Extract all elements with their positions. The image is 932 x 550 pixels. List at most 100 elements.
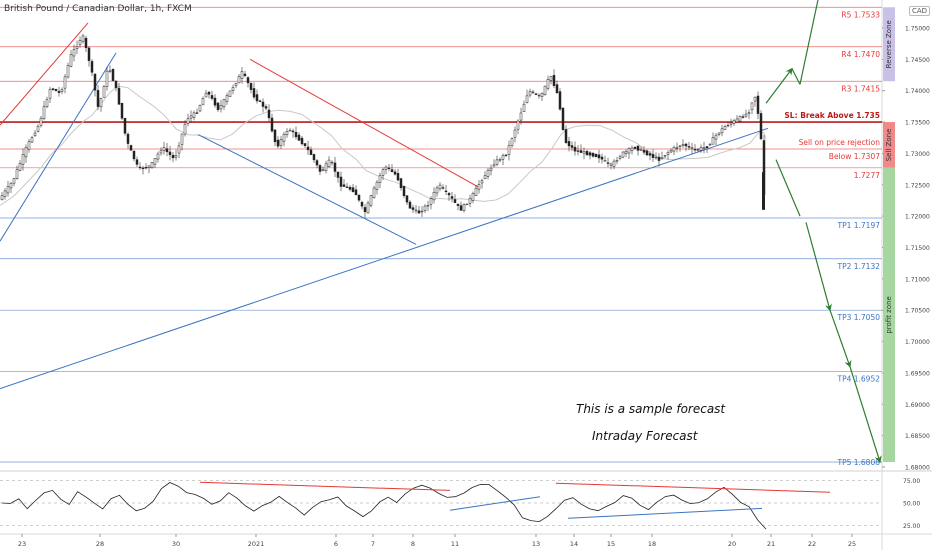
candle-body <box>618 156 622 159</box>
candle-body <box>384 166 388 170</box>
candle-body <box>495 159 499 165</box>
price-axis-label: 1.73000 <box>905 151 930 158</box>
candle-body <box>597 154 601 159</box>
candle-body <box>186 118 190 124</box>
candle-body <box>690 147 694 149</box>
candle-body <box>375 181 379 190</box>
candle-body <box>648 153 652 156</box>
candle-body <box>534 93 538 95</box>
level-label: TP5 1.6808 <box>836 458 880 467</box>
time-axis-label: 7 <box>371 540 375 548</box>
candle-body <box>246 77 250 84</box>
candle-body <box>738 116 742 122</box>
level-label: R4 1.7470 <box>841 50 880 59</box>
candle-body <box>585 151 589 156</box>
candle-body <box>378 175 382 183</box>
currency-button[interactable]: CAD <box>909 6 931 16</box>
candle-body <box>3 190 7 197</box>
candle-body <box>552 75 556 86</box>
zone-label: Sell Zone <box>885 129 893 162</box>
candle-body <box>576 150 580 152</box>
zone-label: profit zone <box>885 296 893 334</box>
candle-body <box>759 113 763 140</box>
price-axis-label: 1.73500 <box>905 120 930 127</box>
candle-body <box>48 89 52 99</box>
trendline <box>0 22 89 126</box>
candle-body <box>36 125 40 132</box>
oscillator-trendline <box>567 507 763 519</box>
candle-body <box>744 113 748 117</box>
candle-body <box>216 102 220 110</box>
candle-body <box>366 202 370 214</box>
candle-body <box>516 120 520 130</box>
candle-body <box>627 148 631 154</box>
candle-body <box>720 128 724 134</box>
level-label: 1.7277 <box>854 171 880 180</box>
price-axis-label: 1.68500 <box>905 433 930 440</box>
candle-body <box>21 154 25 165</box>
candle-body <box>102 86 106 98</box>
oscillator-trendline <box>555 482 831 493</box>
candle-body <box>651 154 655 158</box>
candle-body <box>603 160 607 162</box>
time-axis-label: 8 <box>411 540 415 548</box>
candle-body <box>750 102 754 111</box>
candle-body <box>147 165 151 168</box>
last-candle <box>762 172 765 210</box>
level-label: Below 1.7307 <box>829 152 880 161</box>
candle-body <box>342 184 346 187</box>
candle-body <box>642 150 646 153</box>
oscillator-trendline <box>199 481 451 491</box>
candle-body <box>57 91 61 93</box>
candle-body <box>201 98 205 106</box>
candle-body <box>303 143 307 146</box>
candle-body <box>306 146 310 151</box>
candle-body <box>219 105 223 110</box>
candle-body <box>732 120 736 124</box>
oscillator-axis-label: 50.00 <box>903 501 920 508</box>
candle-body <box>582 151 586 154</box>
candle-body <box>126 133 130 144</box>
candle-body <box>189 115 193 119</box>
candle-body <box>474 187 478 196</box>
time-axis-label: 14 <box>570 540 578 548</box>
candle-body <box>69 54 73 67</box>
candle-body <box>531 91 535 94</box>
level-label: TP1 1.7197 <box>836 221 880 230</box>
candle-body <box>234 83 238 86</box>
candle-body <box>525 95 529 103</box>
forecast-arrow <box>805 222 832 312</box>
candle-body <box>477 184 481 190</box>
candle-body <box>654 156 658 159</box>
candle-body <box>687 146 691 148</box>
candle-body <box>12 178 16 184</box>
candle-body <box>480 180 484 184</box>
candle-body <box>183 123 187 135</box>
candle-body <box>225 95 229 102</box>
level-label: SL: Break Above 1.735 <box>784 111 880 120</box>
candle-body <box>168 151 172 156</box>
candle-body <box>579 150 583 153</box>
price-axis-label: 1.69000 <box>905 402 930 409</box>
candle-body <box>543 85 547 95</box>
price-axis-label: 1.74000 <box>905 88 930 95</box>
candle-body <box>321 169 325 172</box>
zone-bar <box>883 7 895 82</box>
candle-body <box>213 97 217 106</box>
candle-body <box>327 159 331 168</box>
candle-body <box>198 105 202 112</box>
candle-body <box>165 148 169 153</box>
level-label: TP2 1.7132 <box>836 262 880 271</box>
zone-bar <box>883 122 895 168</box>
candle-body <box>414 209 418 212</box>
candle-body <box>27 141 31 150</box>
candle-body <box>39 117 43 126</box>
trendline <box>249 58 481 189</box>
candle-body <box>309 149 313 155</box>
candle-body <box>87 47 91 61</box>
candle-body <box>447 193 451 196</box>
level-label: TP3 1.7050 <box>836 313 880 322</box>
candle-body <box>564 129 568 143</box>
candle-body <box>123 118 127 134</box>
